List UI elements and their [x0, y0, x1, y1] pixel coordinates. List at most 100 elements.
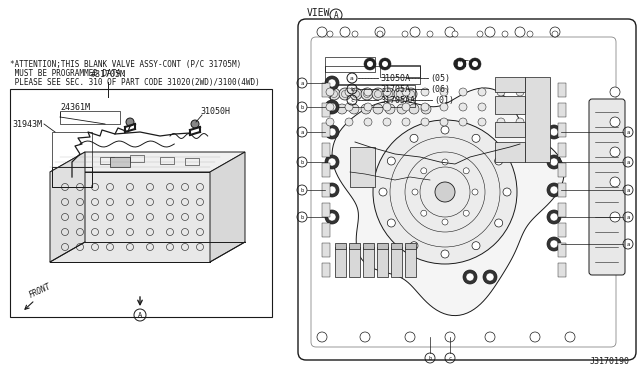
Circle shape	[387, 219, 396, 227]
Circle shape	[547, 183, 561, 197]
Circle shape	[445, 27, 455, 37]
Circle shape	[345, 88, 353, 96]
Circle shape	[328, 79, 336, 87]
Text: (05): (05)	[430, 74, 450, 83]
Circle shape	[454, 58, 466, 70]
Bar	[330, 85, 415, 107]
Circle shape	[466, 273, 474, 281]
Circle shape	[497, 88, 505, 96]
Circle shape	[326, 88, 334, 96]
Bar	[322, 83, 330, 97]
Bar	[185, 158, 199, 165]
Circle shape	[550, 158, 558, 166]
Circle shape	[463, 270, 477, 284]
Circle shape	[382, 61, 388, 67]
Circle shape	[515, 27, 525, 37]
Text: 24361M: 24361M	[60, 103, 90, 112]
Circle shape	[339, 88, 351, 100]
Circle shape	[375, 27, 385, 37]
Circle shape	[472, 61, 478, 67]
Circle shape	[402, 103, 410, 111]
Text: 31050A: 31050A	[380, 74, 410, 83]
Circle shape	[394, 88, 406, 100]
Bar	[558, 183, 566, 197]
Circle shape	[497, 103, 505, 111]
Circle shape	[402, 88, 410, 96]
Bar	[558, 163, 566, 177]
Bar	[349, 247, 360, 277]
Circle shape	[345, 118, 353, 126]
Bar	[391, 243, 402, 249]
Text: c: c	[350, 97, 354, 103]
Circle shape	[441, 126, 449, 134]
Circle shape	[497, 118, 505, 126]
Text: 31943M: 31943M	[12, 120, 42, 129]
Circle shape	[364, 88, 372, 96]
Circle shape	[516, 118, 524, 126]
Circle shape	[412, 189, 418, 195]
Bar	[322, 123, 330, 137]
Circle shape	[328, 186, 336, 194]
Bar	[322, 143, 330, 157]
Circle shape	[328, 103, 336, 111]
Circle shape	[440, 88, 448, 96]
Circle shape	[364, 58, 376, 70]
FancyBboxPatch shape	[589, 99, 625, 275]
Bar	[377, 247, 388, 277]
Circle shape	[442, 159, 448, 165]
Circle shape	[441, 250, 449, 258]
Circle shape	[420, 210, 427, 216]
Circle shape	[495, 219, 502, 227]
Circle shape	[317, 27, 327, 37]
Circle shape	[385, 104, 395, 114]
Polygon shape	[332, 88, 564, 315]
Bar	[558, 263, 566, 277]
Circle shape	[373, 120, 517, 264]
Circle shape	[364, 118, 372, 126]
Circle shape	[410, 242, 418, 250]
Polygon shape	[50, 152, 85, 262]
Bar	[60, 111, 120, 124]
Bar	[52, 132, 92, 187]
FancyBboxPatch shape	[311, 37, 616, 347]
Bar	[130, 155, 144, 162]
Circle shape	[503, 188, 511, 196]
Bar	[322, 263, 330, 277]
Bar	[322, 203, 330, 217]
Bar	[325, 66, 420, 84]
Circle shape	[535, 118, 543, 126]
Circle shape	[377, 31, 383, 37]
Bar	[558, 143, 566, 157]
Text: b: b	[300, 187, 303, 192]
Circle shape	[327, 31, 333, 37]
Text: a: a	[300, 129, 303, 135]
Circle shape	[409, 104, 419, 114]
Bar	[558, 203, 566, 217]
Bar	[558, 103, 566, 117]
Circle shape	[469, 58, 481, 70]
Bar	[495, 96, 525, 114]
Circle shape	[472, 189, 478, 195]
Circle shape	[535, 103, 543, 111]
Circle shape	[345, 103, 353, 111]
Circle shape	[472, 134, 480, 142]
Polygon shape	[210, 152, 245, 262]
Bar	[322, 163, 330, 177]
Circle shape	[325, 76, 339, 90]
Text: a: a	[627, 187, 630, 192]
Text: a: a	[300, 80, 303, 86]
Circle shape	[516, 88, 524, 96]
Circle shape	[328, 128, 336, 136]
Circle shape	[427, 31, 433, 37]
Circle shape	[421, 118, 429, 126]
Text: J3170190: J3170190	[590, 357, 630, 366]
Text: b: b	[300, 105, 303, 109]
Circle shape	[410, 27, 420, 37]
Bar	[10, 89, 272, 317]
Bar	[322, 243, 330, 257]
Bar	[335, 243, 346, 249]
Bar	[405, 247, 416, 277]
Circle shape	[472, 242, 480, 250]
Bar	[363, 243, 374, 249]
Text: a: a	[627, 129, 630, 135]
